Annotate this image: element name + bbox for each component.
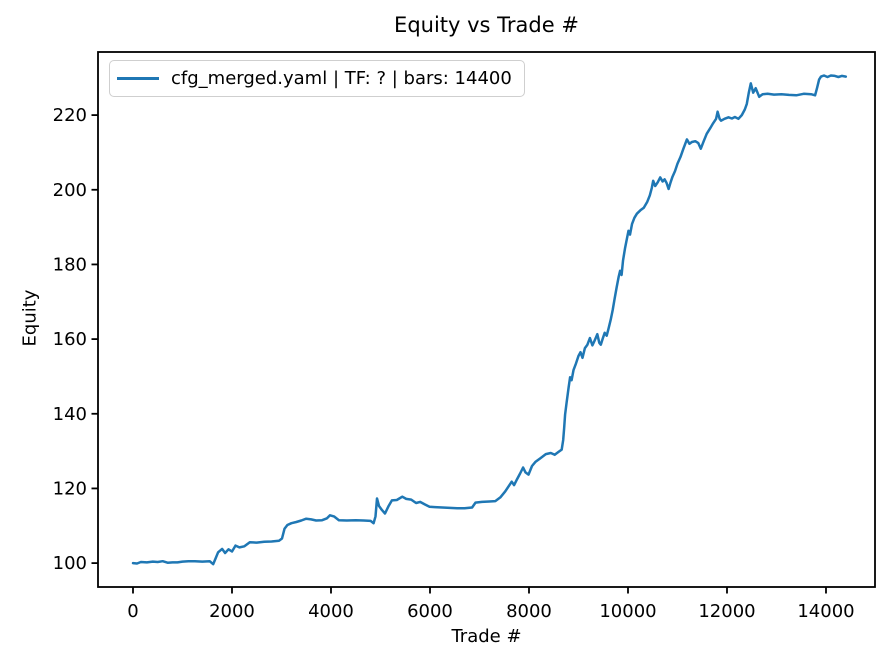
y-tick-label: 180 xyxy=(53,254,87,275)
legend-label: cfg_merged.yaml | TF: ? | bars: 14400 xyxy=(171,68,512,89)
x-tick-label: 14000 xyxy=(797,601,854,622)
y-tick-label: 120 xyxy=(53,478,87,499)
equity-line xyxy=(131,74,848,566)
y-tick-label: 100 xyxy=(53,553,87,574)
x-tick-label: 12000 xyxy=(698,601,755,622)
legend-line-swatch xyxy=(117,77,159,80)
y-tick-label: 200 xyxy=(53,180,87,201)
x-axis-label: Trade # xyxy=(451,626,522,647)
legend: cfg_merged.yaml | TF: ? | bars: 14400 xyxy=(109,60,525,97)
y-tick-label: 220 xyxy=(53,105,87,126)
x-tick-label: 4000 xyxy=(308,601,354,622)
x-tick-label: 10000 xyxy=(599,601,656,622)
y-axis-label: Equity xyxy=(19,289,41,347)
x-tick-label: 0 xyxy=(127,601,138,622)
x-tick-label: 2000 xyxy=(209,601,255,622)
chart-title: Equity vs Trade # xyxy=(394,13,579,37)
x-tick-label: 6000 xyxy=(407,601,453,622)
y-tick-label: 140 xyxy=(53,404,87,425)
y-tick-label: 160 xyxy=(53,329,87,350)
x-tick-label: 8000 xyxy=(506,601,552,622)
axes-frame xyxy=(97,51,876,588)
